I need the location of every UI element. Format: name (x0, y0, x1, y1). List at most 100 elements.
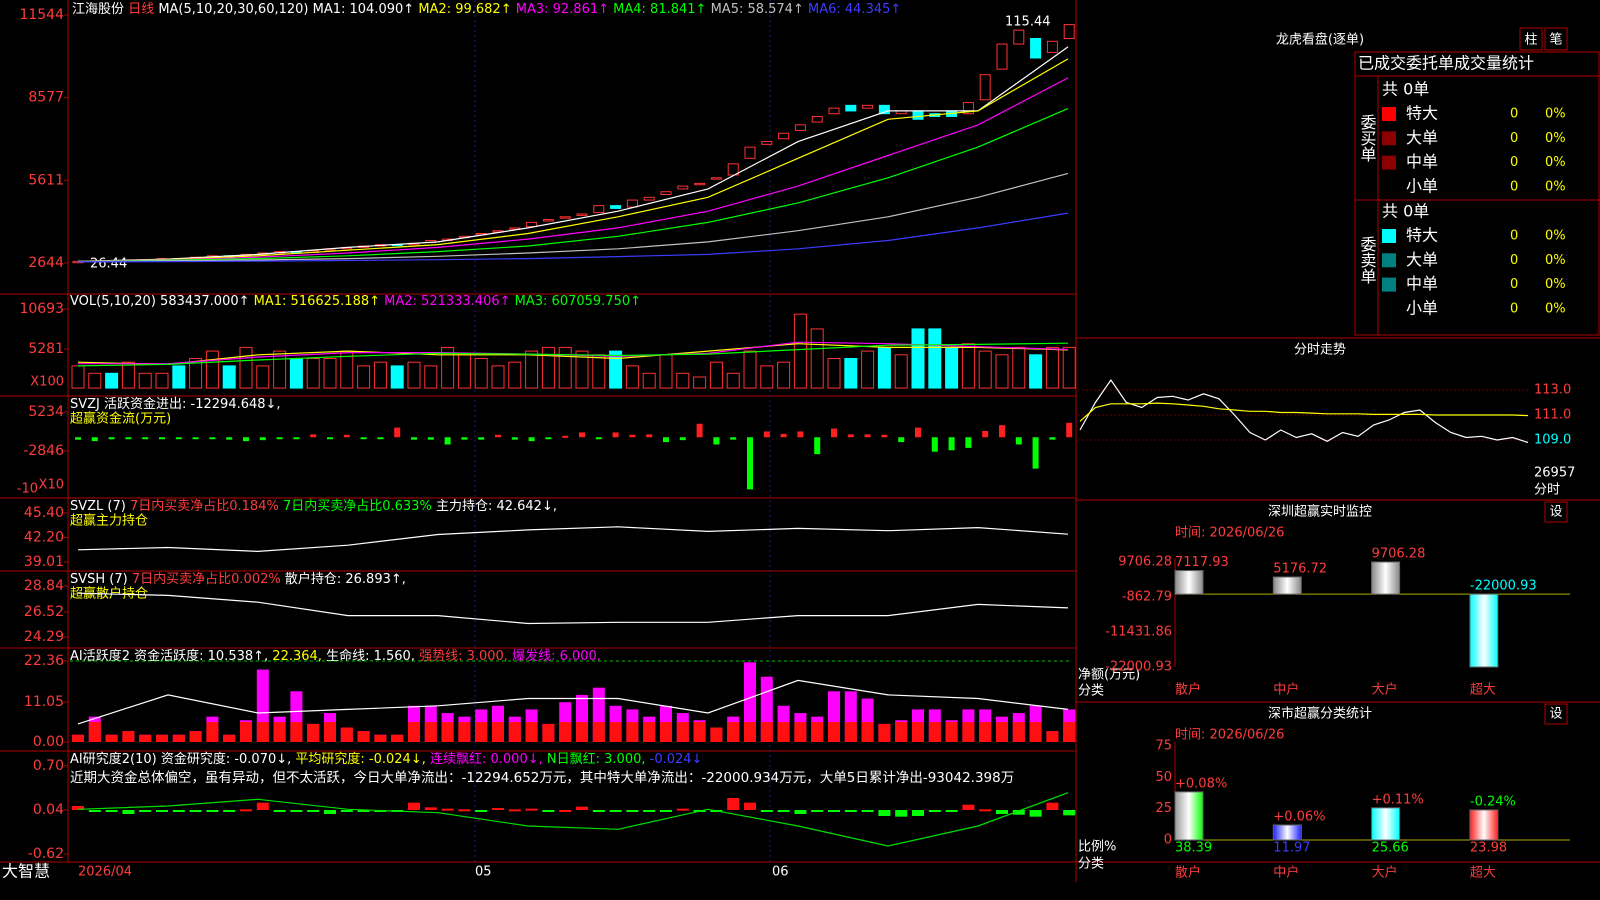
ma-value: MA4: 81.841↑ (613, 2, 706, 17)
y-tick-label: 24.29 (24, 629, 64, 645)
label: AI研究度2(10) 资金研究度: -0.070↓, (70, 751, 291, 767)
flow-bar (999, 425, 1005, 438)
category-label: 大户 (1372, 682, 1398, 698)
y-tick-label: 0.70 (33, 758, 64, 774)
volume-bar (222, 365, 236, 389)
flow-bar (461, 437, 468, 440)
volume-bar (995, 354, 1009, 389)
category-label: 中户 (1273, 682, 1299, 698)
y-tick-label: 9706.28 (1118, 555, 1172, 570)
flow-bar (965, 437, 972, 448)
candle (1013, 29, 1025, 45)
flow-bar (478, 437, 485, 440)
volume-bar (121, 361, 135, 389)
flow-bar (747, 437, 753, 490)
category-label: 散户 (1175, 865, 1201, 881)
label: SVZJ (70, 397, 100, 412)
research-bar (912, 810, 924, 816)
row-name: 中单 (1406, 152, 1438, 171)
ma-value: MA5: 58.574↑ (711, 2, 804, 17)
y-tick-label: -0.62 (28, 846, 64, 862)
research-bar (861, 810, 874, 812)
button-label[interactable]: 柱 (1524, 33, 1537, 48)
y-tick-label: -22000.93 (1105, 660, 1172, 675)
value: 7日内买卖净占比0.184% (130, 498, 279, 514)
activity-base (844, 722, 857, 743)
volume-bar (508, 361, 522, 389)
y-tick-label: 26.52 (24, 604, 64, 620)
ma-label: MA(5,10,20,30,60,120) (158, 2, 308, 17)
volume-bar (625, 365, 639, 389)
flow-bar (898, 437, 905, 443)
value: 平均研究度: -0.024↓, (295, 751, 425, 767)
button-label[interactable]: 设 (1549, 505, 1562, 520)
label: SVZL (7) (70, 499, 126, 514)
research-bar (895, 810, 908, 817)
flow-bar (108, 437, 115, 440)
activity-base (256, 722, 269, 743)
volume-bar (138, 372, 152, 389)
flow-bar (579, 432, 585, 438)
flow-bar (696, 423, 703, 438)
research-bar (1012, 810, 1025, 815)
axis-label: 分类 (1078, 857, 1104, 872)
research-bar (240, 809, 252, 812)
hold-line (77, 592, 1069, 625)
research-bar (576, 806, 588, 810)
row-name: 特大 (1406, 104, 1438, 123)
y-tick-label: 5611 (28, 172, 64, 188)
activity-base (811, 722, 824, 743)
x-tick-label: 05 (475, 865, 492, 880)
research-line (77, 792, 1069, 847)
button-label[interactable]: 设 (1549, 707, 1562, 722)
flow-bar (377, 437, 384, 440)
y-tick-label: 25 (1155, 801, 1172, 816)
volume-bar (172, 365, 186, 389)
button[interactable] (1519, 27, 1543, 51)
row-name: 小单 (1406, 176, 1438, 195)
panel-title: 深市超赢分类统计 (1268, 706, 1372, 722)
price-line (1079, 378, 1529, 444)
button-label[interactable]: 笔 (1549, 32, 1562, 48)
value: 主力持仓: 42.642↓, (436, 499, 557, 514)
volume-bar (88, 372, 102, 389)
ma-line (77, 77, 1069, 262)
volume-bar (760, 365, 774, 389)
research-bar (475, 810, 488, 812)
flow-bar (646, 434, 653, 438)
activity-base (996, 722, 1008, 743)
value-label: 9706.28 (1372, 547, 1426, 562)
button[interactable] (1544, 27, 1568, 51)
button[interactable] (1544, 501, 1568, 523)
panel-title: 龙虎看盘(逐单) (1276, 32, 1364, 48)
category-label: 散户 (1175, 682, 1201, 698)
flow-bar (562, 435, 569, 438)
legend-square (1382, 155, 1396, 170)
activity-base (340, 727, 353, 743)
flow-bar (159, 437, 165, 440)
category-label: 中户 (1273, 865, 1299, 881)
candle (744, 146, 756, 159)
flow-bar (763, 431, 770, 438)
activity-base (660, 722, 672, 743)
volume-bar (1045, 346, 1059, 389)
y-tick-label: 11.05 (24, 694, 64, 710)
research-bar (559, 810, 572, 812)
volume-bar (474, 357, 488, 389)
value: 22.364, (272, 649, 322, 664)
candle (526, 221, 538, 228)
volume-bar (239, 346, 253, 389)
research-bar (996, 810, 1008, 814)
flow-bar (915, 427, 921, 438)
research-bar (744, 802, 756, 810)
volume-bar (357, 365, 371, 389)
value-label: 5176.72 (1273, 561, 1327, 576)
candle (979, 74, 991, 101)
activity-base (912, 722, 924, 743)
volume-bar (155, 372, 169, 389)
flow-bar (1015, 437, 1022, 445)
y-tick-label: -10 (17, 482, 38, 497)
button[interactable] (1544, 703, 1568, 725)
flow-bar (276, 437, 283, 440)
